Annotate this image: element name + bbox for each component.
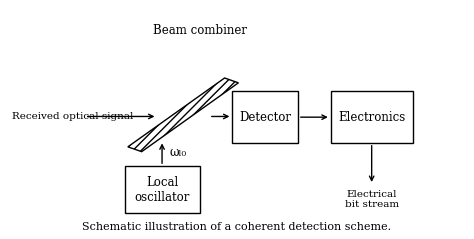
Text: Electrical
bit stream: Electrical bit stream: [345, 190, 399, 209]
Text: Schematic illustration of a coherent detection scheme.: Schematic illustration of a coherent det…: [82, 222, 392, 232]
Text: Beam combiner: Beam combiner: [153, 24, 246, 37]
Bar: [331, 92, 413, 143]
Text: Detector: Detector: [239, 111, 291, 124]
Text: Received optical signal: Received optical signal: [12, 112, 134, 121]
Polygon shape: [128, 78, 238, 152]
Bar: [125, 166, 200, 213]
Bar: [232, 92, 298, 143]
Text: ωₗ₀: ωₗ₀: [169, 146, 186, 159]
Text: Electronics: Electronics: [338, 111, 405, 124]
Text: Local
oscillator: Local oscillator: [134, 175, 190, 204]
